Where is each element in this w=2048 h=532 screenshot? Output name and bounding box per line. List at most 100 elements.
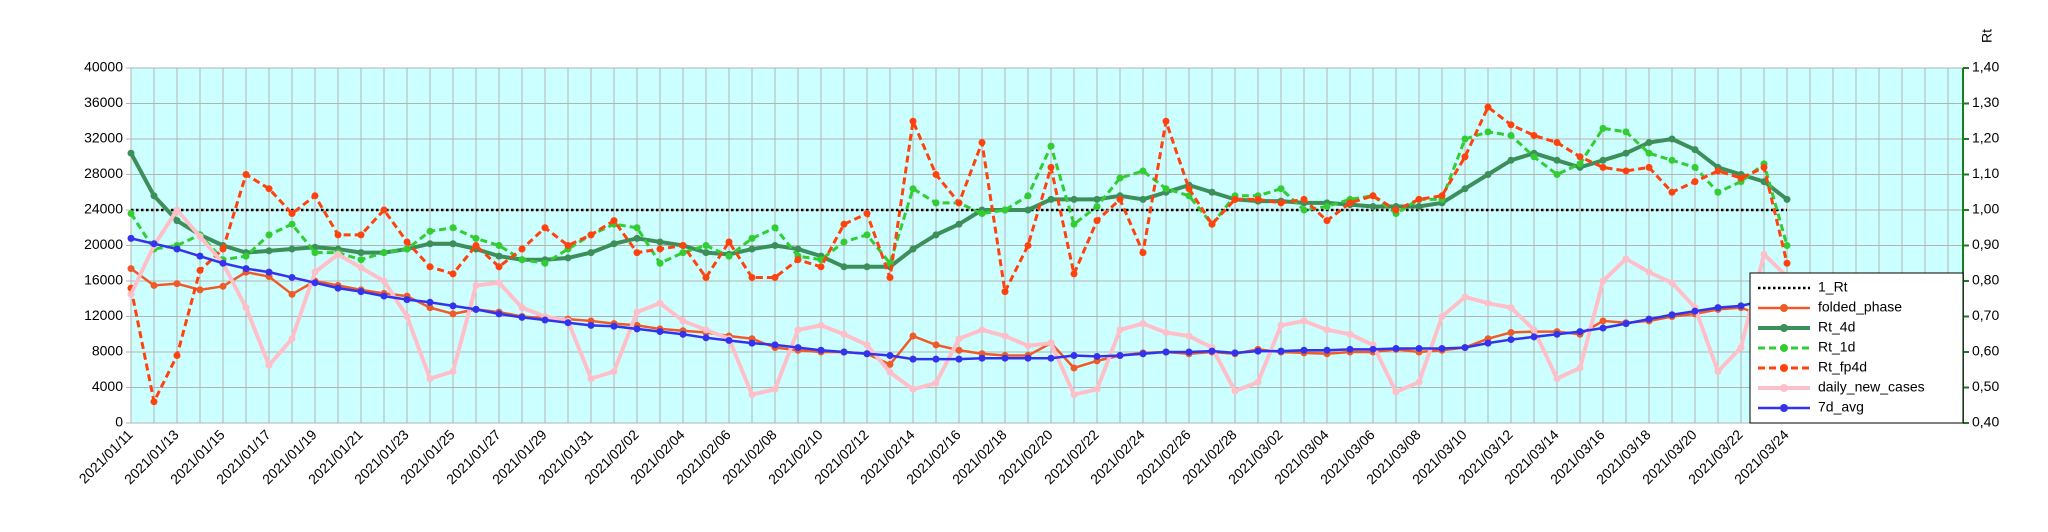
series-marker — [1185, 332, 1193, 340]
series-marker — [334, 231, 342, 239]
series-marker — [1047, 163, 1055, 171]
series-marker — [679, 317, 687, 325]
series-marker — [1346, 330, 1354, 338]
series-marker — [840, 263, 848, 271]
y-tick-label: 12000 — [84, 307, 123, 323]
series-marker — [357, 264, 365, 272]
series-marker — [1139, 167, 1147, 175]
series-marker — [518, 313, 526, 321]
series-marker — [219, 245, 227, 253]
series-marker — [311, 268, 319, 276]
series-marker — [725, 238, 733, 246]
series-marker — [426, 375, 434, 383]
series-marker — [495, 252, 503, 260]
series-marker — [932, 199, 940, 207]
series-marker — [1668, 311, 1676, 319]
series-marker — [1599, 156, 1607, 164]
series-marker — [426, 227, 434, 235]
series-marker — [449, 368, 457, 376]
series-marker — [1622, 149, 1630, 157]
series-marker — [1070, 220, 1078, 228]
series-marker — [311, 192, 319, 200]
series-marker — [1208, 188, 1216, 196]
series-marker — [1576, 160, 1584, 168]
series-marker — [196, 233, 204, 241]
series-marker — [357, 249, 365, 257]
legend-marker — [1780, 344, 1788, 352]
series-marker — [1530, 131, 1538, 139]
series-marker — [288, 220, 296, 228]
series-marker — [817, 346, 825, 354]
series-marker — [311, 249, 319, 257]
series-marker — [1323, 202, 1331, 210]
series-marker — [1277, 199, 1285, 207]
series-marker — [1760, 250, 1768, 258]
series-marker — [748, 339, 756, 347]
series-marker — [610, 368, 618, 376]
series-marker — [564, 254, 572, 262]
series-marker — [1070, 195, 1078, 203]
series-marker — [1622, 128, 1630, 136]
series-marker — [1553, 139, 1561, 147]
series-marker — [265, 185, 273, 193]
series-marker — [587, 231, 595, 239]
series-marker — [495, 279, 503, 287]
series-marker — [150, 192, 158, 200]
series-marker — [150, 398, 158, 406]
series-marker — [127, 265, 135, 273]
y2-tick-label: 1,20 — [1972, 130, 1999, 146]
series-marker — [380, 206, 388, 214]
series-marker — [1047, 339, 1055, 347]
series-marker — [1783, 195, 1791, 203]
series-marker — [1369, 345, 1377, 353]
series-marker — [1576, 153, 1584, 161]
series-marker — [173, 245, 181, 253]
series-marker — [288, 273, 296, 281]
series-marker — [564, 242, 572, 249]
legend-label: Rt_fp4d — [1818, 359, 1867, 375]
series-marker — [1139, 350, 1147, 358]
series-marker — [288, 245, 296, 253]
series-marker — [909, 245, 917, 253]
series-marker — [1576, 328, 1584, 336]
series-marker — [495, 242, 503, 249]
series-marker — [656, 259, 664, 267]
series-marker — [1668, 188, 1676, 196]
series-marker — [472, 234, 480, 242]
series-marker — [955, 220, 963, 228]
series-marker — [449, 270, 457, 278]
series-marker — [771, 385, 779, 393]
series-marker — [1622, 320, 1630, 328]
y-tick-label: 20000 — [84, 236, 123, 252]
y-tick-label: 36000 — [84, 94, 123, 110]
series-marker — [909, 117, 917, 125]
legend-label: 1_Rt — [1818, 279, 1848, 295]
series-marker — [1461, 344, 1469, 352]
series-marker — [1323, 217, 1331, 225]
series-marker — [541, 224, 549, 232]
series-marker — [1047, 195, 1055, 203]
series-marker — [426, 304, 434, 312]
series-marker — [748, 234, 756, 242]
series-marker — [173, 217, 181, 225]
series-marker — [1668, 279, 1676, 287]
series-marker — [932, 171, 940, 178]
series-marker — [1599, 324, 1607, 332]
series-marker — [1024, 354, 1032, 362]
series-marker — [265, 361, 273, 369]
series-marker — [1714, 188, 1722, 196]
series-marker — [449, 240, 457, 248]
series-marker — [1714, 304, 1722, 312]
series-marker — [1438, 344, 1446, 352]
series-marker — [587, 249, 595, 257]
series-marker — [633, 234, 641, 242]
series-marker — [863, 341, 871, 349]
series-marker — [1599, 317, 1607, 325]
series-marker — [1507, 156, 1515, 164]
series-marker — [1622, 255, 1630, 263]
series-marker — [1645, 149, 1653, 157]
legend-box — [1749, 272, 1964, 424]
series-marker — [886, 352, 894, 360]
series-marker — [403, 238, 411, 246]
series-marker — [955, 346, 963, 354]
